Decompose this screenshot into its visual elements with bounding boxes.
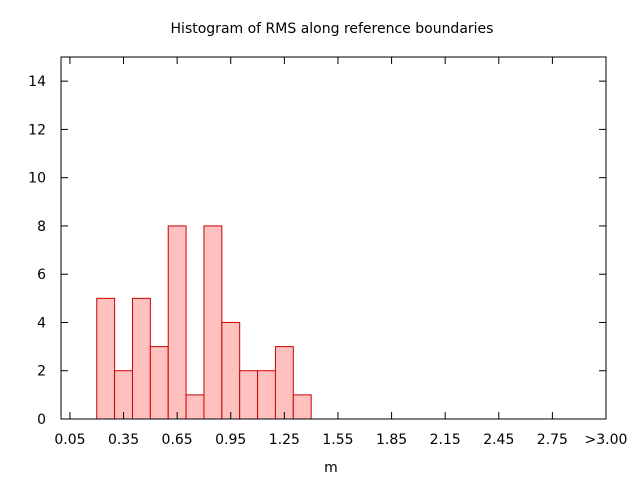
x-tick-label: >3.00	[585, 432, 628, 448]
histogram-bar	[292, 394, 312, 420]
x-tick-label: 0.35	[108, 432, 139, 448]
y-tick-label: 12	[28, 122, 46, 138]
x-tick-label: 2.15	[430, 432, 461, 448]
y-tick-label: 8	[37, 219, 46, 235]
x-axis: 0.05 0.35 0.65 0.95 1.25 1.55 1.85 2.15 2.45 2.75…	[54, 57, 627, 448]
x-tick-label: 2.75	[537, 432, 568, 448]
histogram-bar	[131, 297, 151, 420]
x-tick-label: 0.65	[162, 432, 193, 448]
histogram-bar	[274, 346, 294, 420]
histogram-bar	[203, 225, 223, 420]
histogram-bar	[221, 321, 241, 420]
histogram-bar	[185, 394, 205, 420]
histogram-bar	[167, 225, 187, 420]
histogram-bar	[114, 370, 133, 420]
histogram-bar	[257, 370, 276, 420]
histogram-bar	[96, 297, 116, 420]
histogram-bar	[239, 370, 259, 420]
y-tick-label: 14	[28, 74, 46, 90]
x-tick-label: 2.45	[483, 432, 514, 448]
x-tick-label: 0.05	[54, 432, 85, 448]
x-tick-label: 1.85	[376, 432, 407, 448]
y-tick-label: 2	[37, 364, 46, 380]
y-tick-label: 4	[37, 315, 46, 331]
chart-title: Histogram of RMS along reference boundar…	[171, 21, 494, 37]
x-tick-label: 1.55	[322, 432, 353, 448]
x-axis-label: m	[324, 460, 338, 476]
y-tick-label: 0	[37, 412, 46, 428]
x-tick-label: 0.95	[215, 432, 246, 448]
histogram-bar	[149, 346, 169, 420]
bars-group	[96, 225, 312, 420]
plot-frame	[60, 56, 607, 420]
y-axis: 0 2 4 6 8 10 12 14	[28, 74, 606, 428]
x-tick-label: 1.25	[269, 432, 300, 448]
y-tick-label: 6	[37, 267, 46, 283]
y-tick-label: 10	[28, 171, 46, 187]
